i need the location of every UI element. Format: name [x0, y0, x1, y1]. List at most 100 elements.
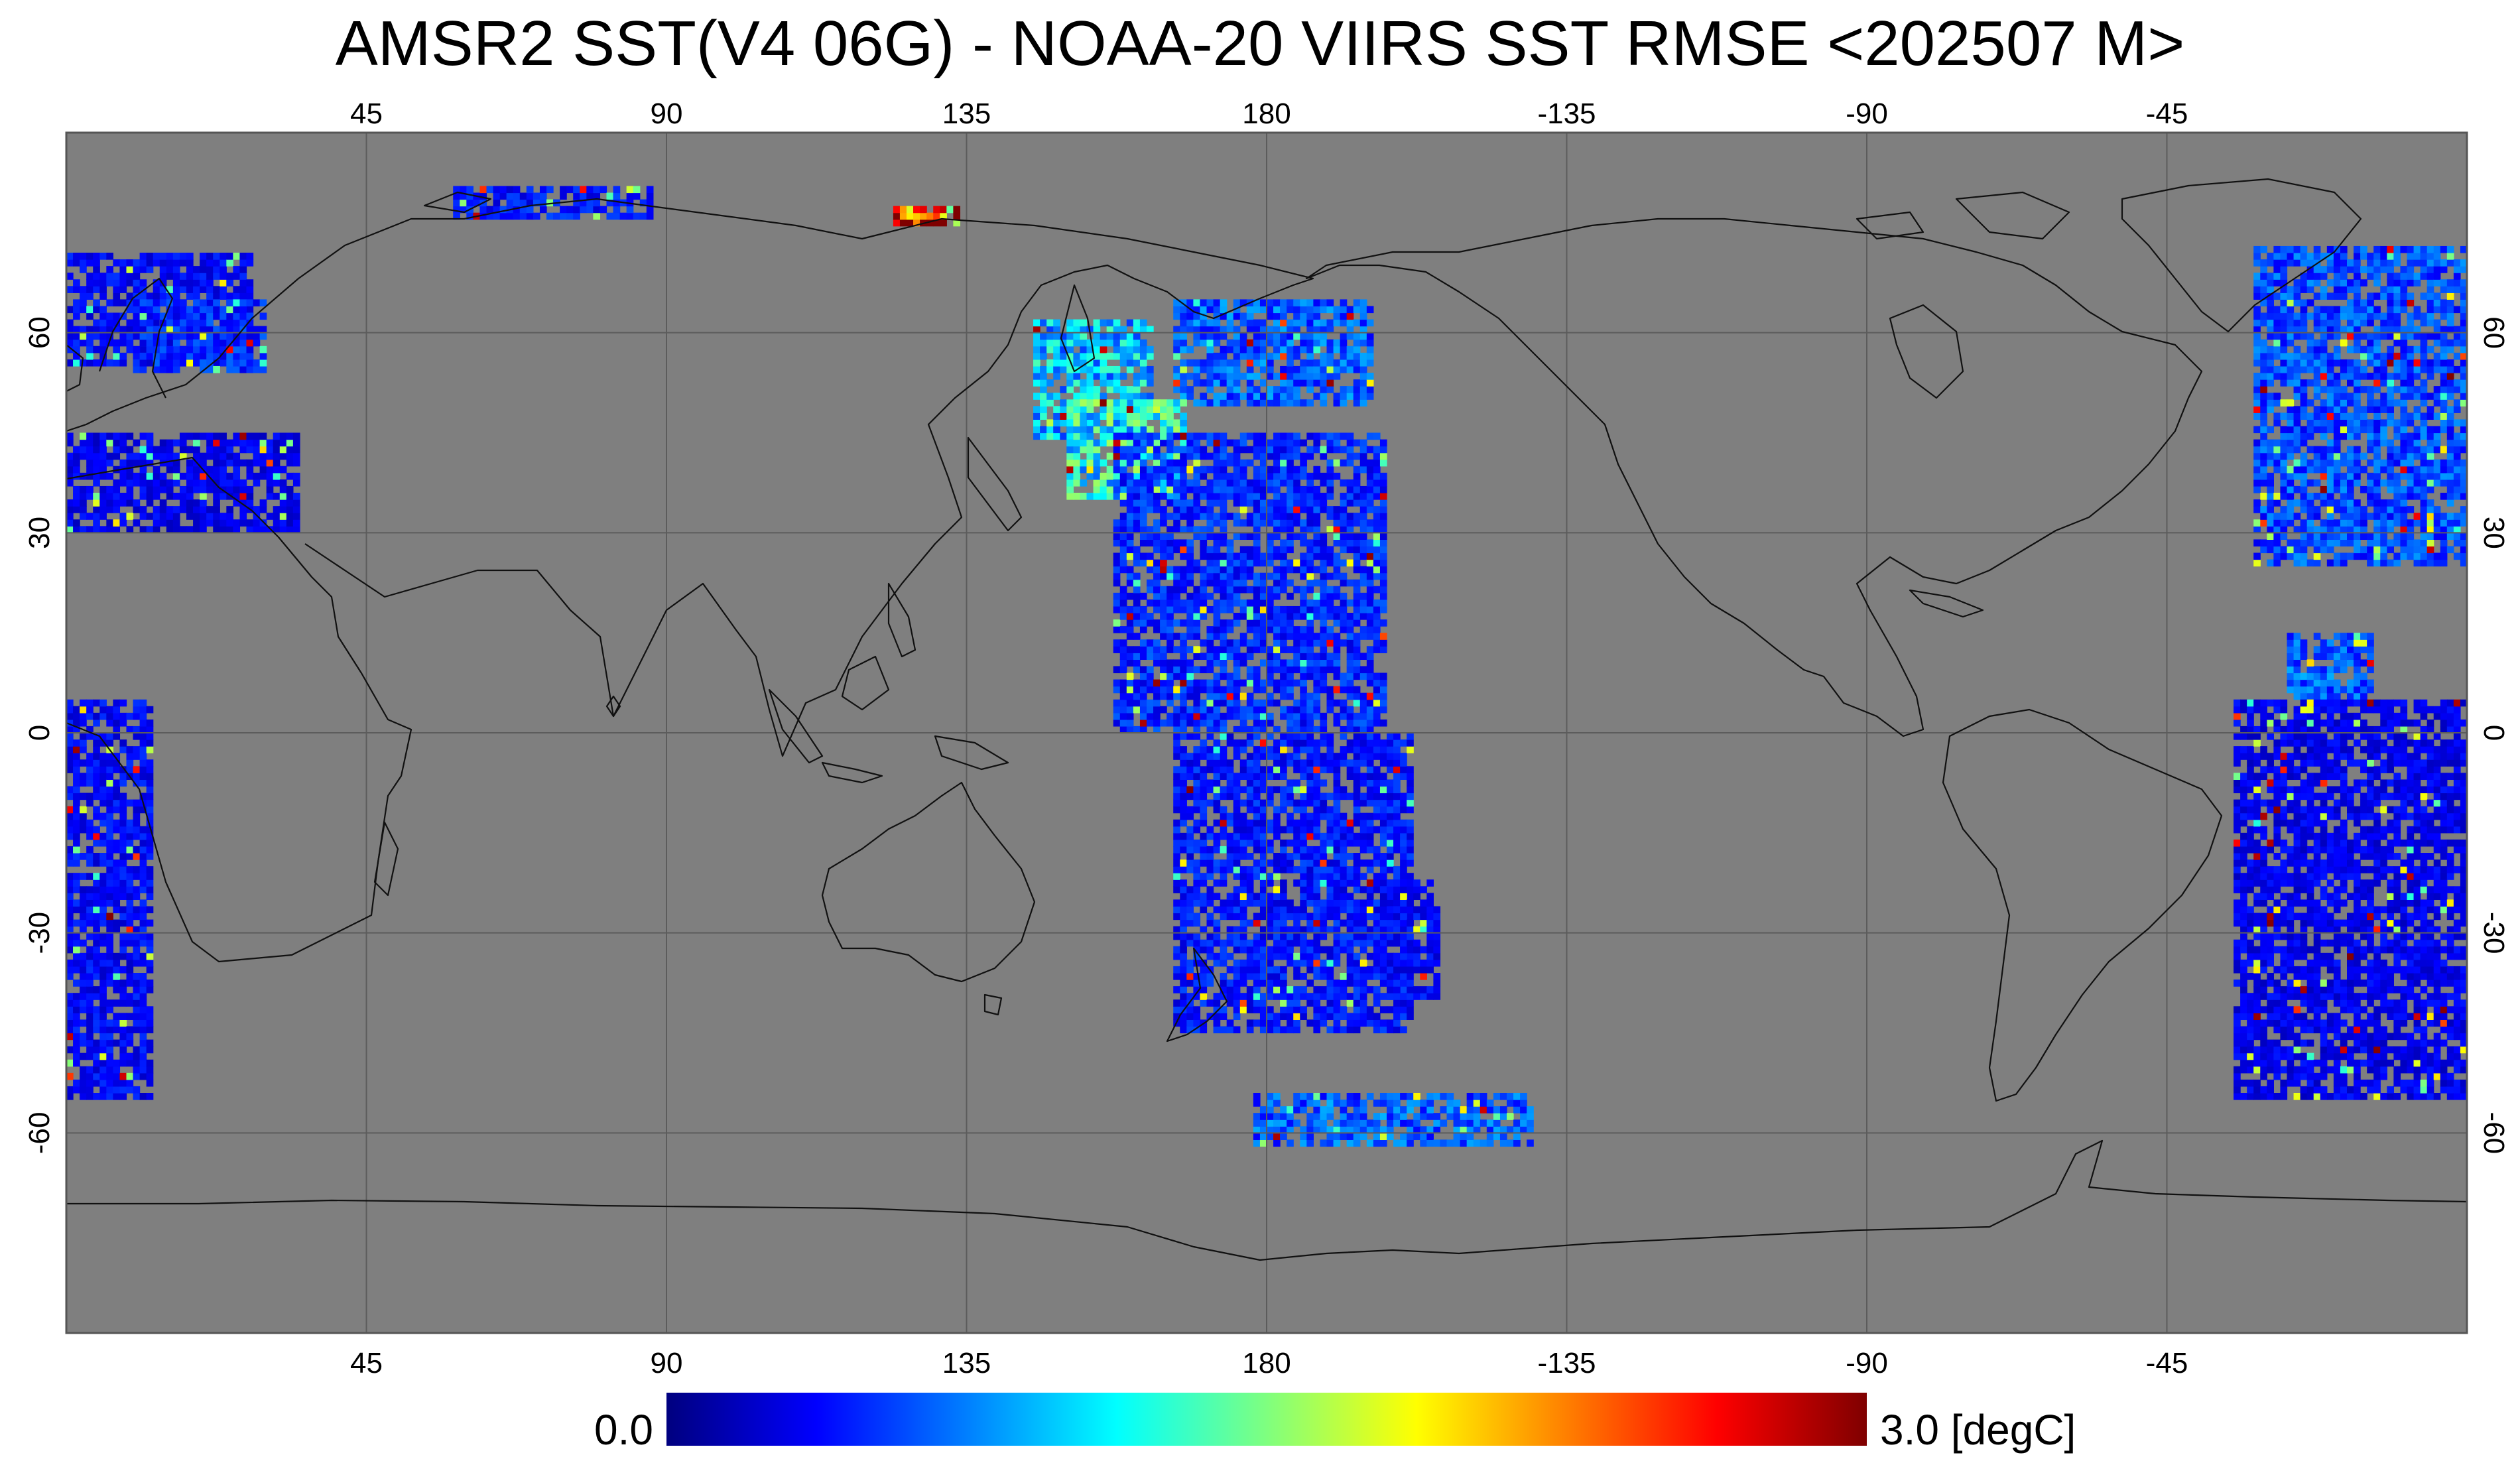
rmse-cell — [479, 206, 487, 214]
rmse-cell — [1300, 733, 1307, 740]
rmse-cell — [226, 439, 233, 447]
rmse-cell — [1226, 819, 1234, 827]
rmse-cell — [1246, 866, 1254, 873]
rmse-cell — [226, 472, 233, 480]
rmse-cell — [1126, 526, 1134, 533]
rmse-cell — [139, 859, 147, 867]
rmse-cell — [1259, 993, 1267, 1000]
rmse-cell — [1147, 679, 1154, 687]
rmse-cell — [139, 706, 147, 714]
rmse-cell — [106, 812, 113, 820]
rmse-cell — [1366, 679, 1374, 687]
rmse-cell — [1273, 886, 1281, 893]
rmse-cell — [1273, 533, 1281, 540]
rmse-cell — [1080, 439, 1088, 447]
rmse-cell — [1200, 1026, 1208, 1034]
rmse-cell — [1253, 633, 1261, 640]
rmse-cell — [1126, 712, 1134, 720]
rmse-cell — [1333, 566, 1341, 574]
rmse-cell — [119, 352, 127, 360]
rmse-cell — [506, 192, 514, 200]
rmse-cell — [1346, 452, 1354, 460]
rmse-cell — [246, 472, 254, 480]
rmse-cell — [1353, 479, 1361, 487]
rmse-cell — [220, 306, 227, 314]
rmse-cell — [133, 359, 141, 367]
rmse-cell — [139, 739, 147, 747]
rmse-cell — [1206, 859, 1214, 867]
rmse-cell — [106, 932, 113, 940]
rmse-cell — [1239, 679, 1247, 687]
rmse-cell — [1193, 566, 1201, 574]
rmse-cell — [1340, 599, 1348, 607]
rmse-cell — [1040, 352, 1047, 360]
rmse-cell — [1273, 432, 1281, 440]
rmse-cell — [99, 893, 107, 900]
rmse-cell — [1166, 526, 1174, 533]
rmse-cell — [1139, 639, 1147, 647]
rmse-cell — [286, 519, 294, 527]
rmse-cell — [1160, 679, 1167, 687]
rmse-cell — [1206, 379, 1214, 387]
rmse-cell — [126, 799, 134, 807]
rmse-cell — [1246, 346, 1254, 353]
rmse-cell — [1180, 552, 1187, 560]
rmse-cell — [253, 513, 261, 520]
rmse-cell — [526, 199, 534, 207]
rmse-cell — [1226, 759, 1234, 767]
rmse-cell — [1186, 346, 1194, 353]
rmse-cell — [1206, 679, 1214, 687]
rmse-cell — [1346, 546, 1354, 554]
rmse-cell — [1313, 946, 1321, 954]
rmse-cell — [1313, 832, 1321, 840]
rmse-cell — [1133, 526, 1141, 533]
rmse-cell — [1273, 373, 1281, 380]
rmse-cell — [99, 346, 107, 353]
rmse-cell — [1200, 746, 1208, 753]
rmse-cell — [460, 186, 467, 194]
rmse-cell — [273, 459, 281, 467]
rmse-cell — [1326, 639, 1334, 647]
rmse-cell — [1333, 306, 1341, 314]
rmse-cell — [146, 332, 154, 340]
rmse-cell — [1340, 879, 1348, 887]
rmse-cell — [73, 359, 80, 367]
rmse-cell — [153, 326, 160, 334]
rmse-cell — [1160, 559, 1167, 567]
rmse-cell — [1080, 319, 1088, 327]
rmse-cell — [1273, 659, 1281, 667]
rmse-cell — [1113, 679, 1121, 687]
rmse-cell — [133, 712, 141, 720]
rmse-cell — [113, 1026, 121, 1034]
rmse-cell — [1133, 679, 1141, 687]
rmse-cell — [220, 279, 227, 286]
rmse-cell — [1220, 733, 1228, 740]
rmse-cell — [1080, 326, 1088, 334]
rmse-cell — [1273, 579, 1281, 587]
rmse-cell — [1126, 619, 1134, 627]
rmse-cell — [1300, 312, 1307, 320]
rmse-cell — [913, 212, 920, 220]
rmse-cell — [1093, 399, 1101, 407]
rmse-cell — [1213, 893, 1221, 900]
rmse-cell — [1273, 932, 1281, 940]
rmse-cell — [220, 459, 227, 467]
rmse-cell — [1200, 653, 1208, 660]
rmse-cell — [1173, 592, 1180, 600]
rmse-cell — [1340, 819, 1348, 827]
rmse-cell — [1139, 379, 1147, 387]
rmse-cell — [113, 719, 121, 727]
rmse-cell — [1293, 613, 1300, 620]
rmse-cell — [266, 439, 274, 447]
rmse-cell — [1193, 839, 1201, 847]
rmse-cell — [639, 199, 647, 207]
rmse-cell — [1287, 906, 1294, 914]
rmse-cell — [1113, 326, 1121, 334]
rmse-cell — [1220, 539, 1228, 547]
rmse-cell — [1287, 332, 1294, 340]
rmse-cell — [1273, 786, 1281, 794]
rmse-cell — [1326, 753, 1334, 760]
rmse-cell — [1206, 639, 1214, 647]
rmse-cell — [239, 485, 247, 493]
rmse-cell — [1200, 319, 1208, 327]
